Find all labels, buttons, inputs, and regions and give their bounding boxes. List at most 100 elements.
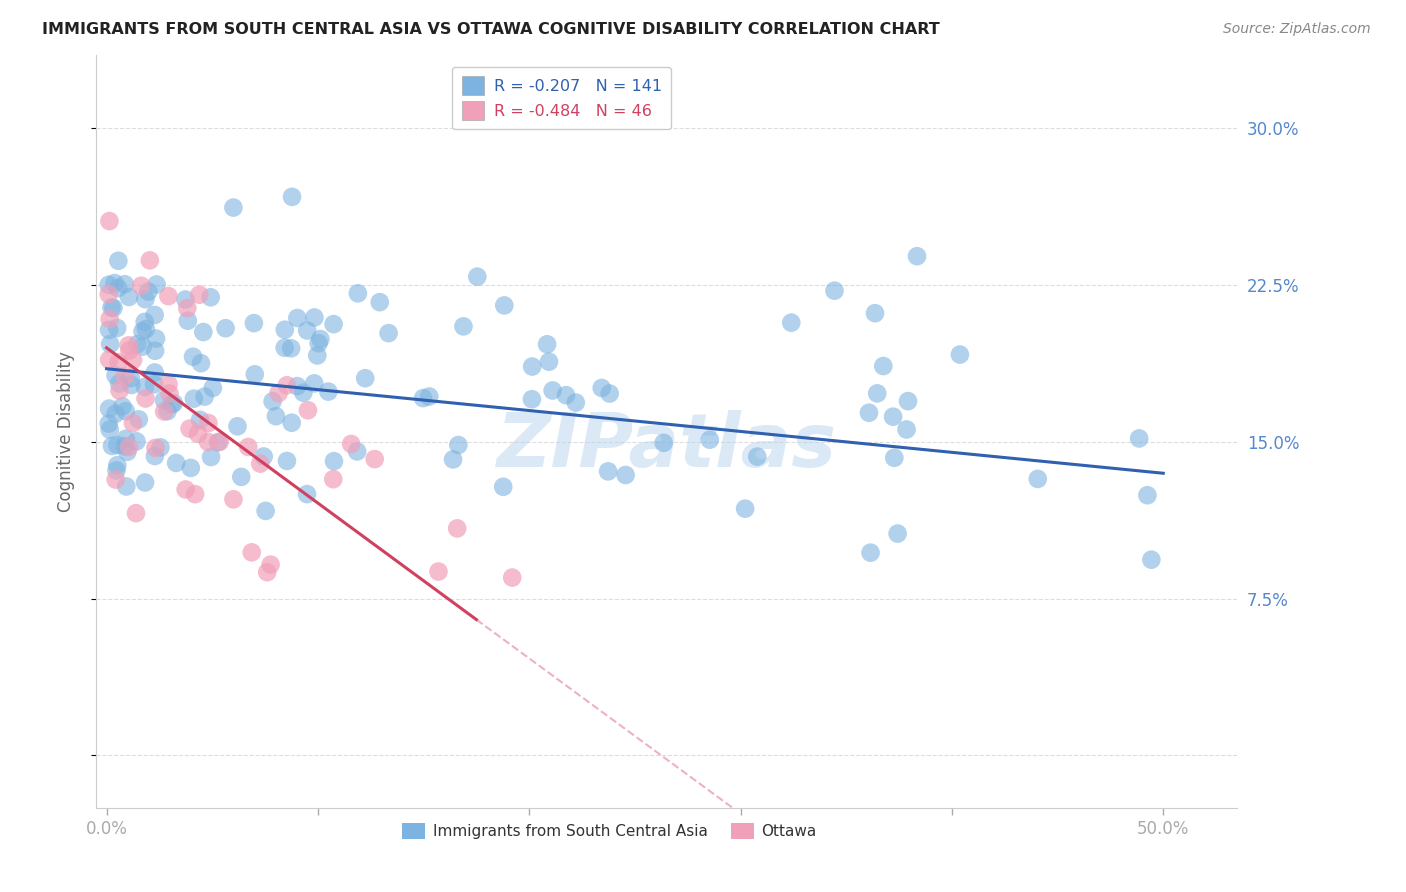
Point: [98, 423, 121, 437]
Point: [125, 506, 148, 520]
Point: [118, 440, 141, 454]
Point: [304, 310, 326, 325]
Point: [125, 434, 148, 449]
Point: [117, 444, 139, 458]
Point: [541, 384, 564, 398]
Point: [377, 326, 399, 340]
Point: [111, 400, 134, 414]
Point: [214, 321, 236, 335]
Point: [122, 416, 145, 430]
Point: [115, 479, 138, 493]
Point: [184, 487, 207, 501]
Point: [129, 278, 152, 293]
Point: [131, 340, 153, 354]
Point: [747, 450, 769, 464]
Point: [824, 284, 846, 298]
Point: [135, 322, 157, 336]
Point: [308, 336, 330, 351]
Point: [157, 289, 180, 303]
Point: [103, 301, 125, 315]
Point: [222, 492, 245, 507]
Text: ZIPatlas: ZIPatlas: [496, 410, 837, 483]
Point: [134, 475, 156, 490]
Point: [1140, 552, 1163, 566]
Point: [614, 468, 637, 483]
Point: [143, 308, 166, 322]
Point: [262, 394, 284, 409]
Point: [536, 337, 558, 351]
Point: [780, 316, 803, 330]
Point: [465, 269, 488, 284]
Point: [105, 463, 128, 477]
Point: [114, 277, 136, 292]
Point: [197, 434, 219, 449]
Point: [492, 480, 515, 494]
Point: [447, 438, 470, 452]
Point: [97, 277, 120, 292]
Point: [652, 435, 675, 450]
Point: [226, 419, 249, 434]
Point: [427, 565, 450, 579]
Point: [188, 287, 211, 301]
Point: [354, 371, 377, 385]
Point: [243, 316, 266, 330]
Point: [254, 504, 277, 518]
Point: [863, 306, 886, 320]
Point: [105, 321, 128, 335]
Point: [122, 353, 145, 368]
Point: [145, 441, 167, 455]
Point: [188, 413, 211, 427]
Point: [412, 391, 434, 405]
Point: [143, 343, 166, 358]
Point: [274, 323, 297, 337]
Point: [346, 444, 368, 458]
Point: [322, 472, 344, 486]
Point: [280, 416, 302, 430]
Point: [138, 285, 160, 299]
Point: [200, 290, 222, 304]
Point: [1128, 432, 1150, 446]
Point: [98, 323, 121, 337]
Point: [537, 355, 560, 369]
Point: [114, 369, 136, 384]
Point: [238, 440, 260, 454]
Point: [153, 404, 176, 418]
Point: [276, 454, 298, 468]
Point: [1026, 472, 1049, 486]
Text: Source: ZipAtlas.com: Source: ZipAtlas.com: [1223, 22, 1371, 37]
Point: [446, 521, 468, 535]
Point: [127, 337, 149, 351]
Point: [105, 438, 128, 452]
Point: [264, 409, 287, 424]
Point: [882, 409, 904, 424]
Point: [98, 401, 121, 416]
Point: [100, 301, 122, 315]
Point: [280, 341, 302, 355]
Point: [160, 397, 183, 411]
Point: [134, 380, 156, 394]
Point: [157, 377, 180, 392]
Point: [368, 295, 391, 310]
Point: [156, 404, 179, 418]
Point: [565, 395, 588, 409]
Point: [897, 394, 920, 409]
Point: [98, 312, 121, 326]
Point: [273, 341, 295, 355]
Point: [134, 315, 156, 329]
Point: [240, 545, 263, 559]
Point: [107, 281, 129, 295]
Point: [453, 319, 475, 334]
Text: IMMIGRANTS FROM SOUTH CENTRAL ASIA VS OTTAWA COGNITIVE DISABILITY CORRELATION CH: IMMIGRANTS FROM SOUTH CENTRAL ASIA VS OT…: [42, 22, 941, 37]
Point: [285, 379, 308, 393]
Point: [318, 384, 340, 399]
Point: [104, 407, 127, 421]
Point: [165, 456, 187, 470]
Point: [197, 416, 219, 430]
Point: [886, 526, 908, 541]
Point: [193, 325, 215, 339]
Point: [131, 324, 153, 338]
Point: [231, 470, 253, 484]
Point: [249, 457, 271, 471]
Point: [302, 376, 325, 391]
Point: [107, 355, 129, 369]
